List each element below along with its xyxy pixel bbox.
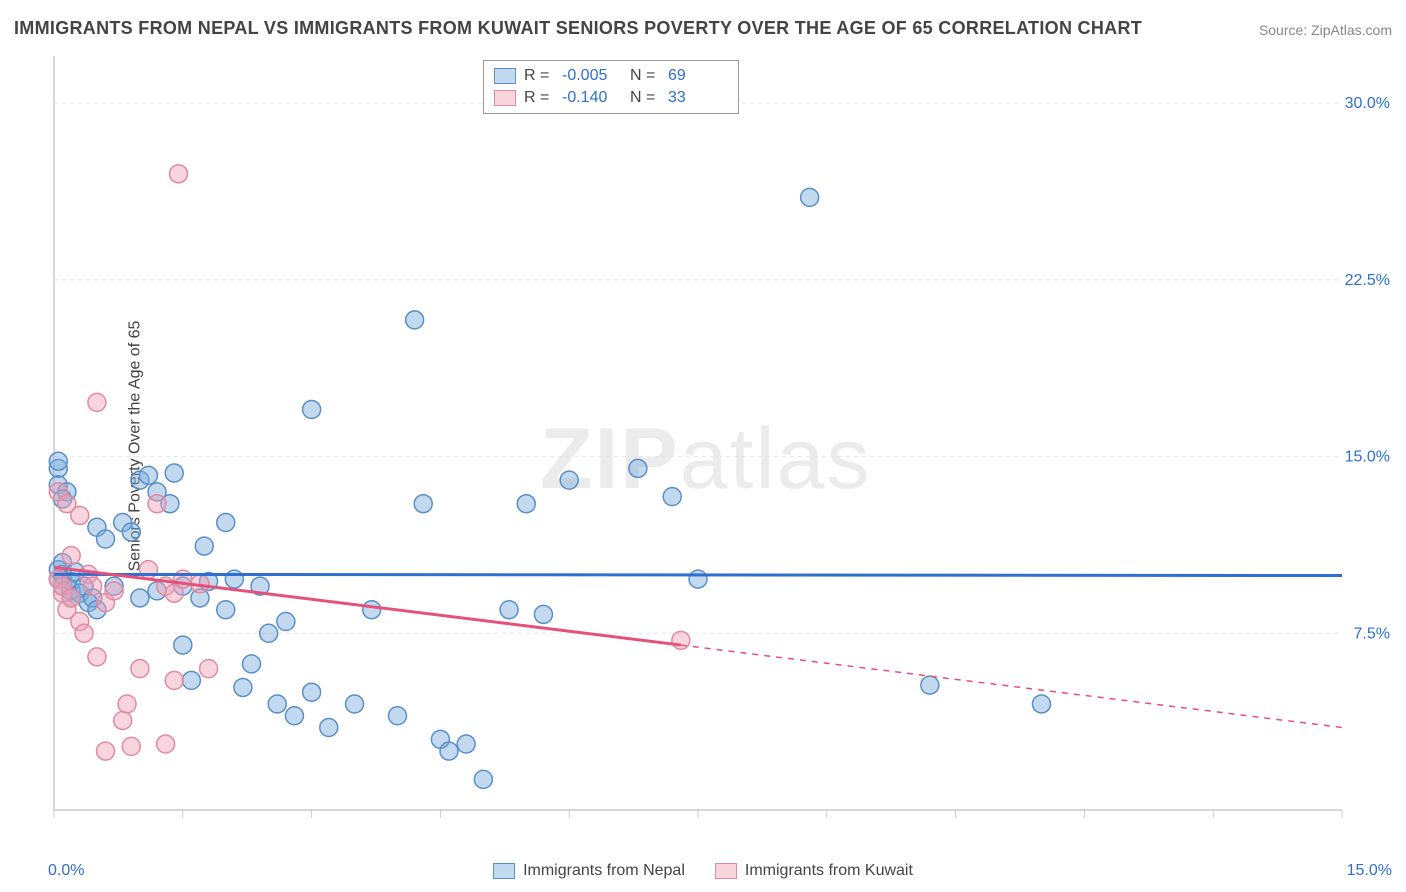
legend-item-nepal: Immigrants from Nepal: [493, 862, 685, 880]
svg-text:15.0%: 15.0%: [1345, 449, 1390, 466]
x-tick-min: 0.0%: [48, 862, 84, 880]
n-label: N =: [630, 89, 660, 107]
svg-text:30.0%: 30.0%: [1345, 95, 1390, 112]
x-tick-max: 15.0%: [1347, 862, 1392, 880]
correlation-chart: 7.5% 15.0% 22.5% 30.0%: [48, 50, 1392, 840]
legend-item-kuwait: Immigrants from Kuwait: [715, 862, 913, 880]
legend-bottom: Immigrants from Nepal Immigrants from Ku…: [493, 862, 913, 880]
swatch-pink-icon: [494, 90, 516, 106]
legend-top: R = -0.005 N = 69 R = -0.140 N = 33: [483, 60, 739, 114]
swatch-blue-icon: [493, 863, 515, 879]
r-label: R =: [524, 67, 554, 85]
legend-label-nepal: Immigrants from Nepal: [523, 862, 685, 880]
n-label: N =: [630, 67, 660, 85]
legend-row-nepal: R = -0.005 N = 69: [494, 65, 728, 87]
n-value-nepal: 69: [668, 67, 728, 85]
swatch-pink-icon: [715, 863, 737, 879]
r-value-nepal: -0.005: [562, 67, 622, 85]
swatch-blue-icon: [494, 68, 516, 84]
svg-text:22.5%: 22.5%: [1345, 272, 1390, 289]
n-value-kuwait: 33: [668, 89, 728, 107]
source-attribution: Source: ZipAtlas.com: [1259, 22, 1392, 38]
legend-label-kuwait: Immigrants from Kuwait: [745, 862, 913, 880]
svg-text:7.5%: 7.5%: [1354, 625, 1390, 642]
r-value-kuwait: -0.140: [562, 89, 622, 107]
chart-title: IMMIGRANTS FROM NEPAL VS IMMIGRANTS FROM…: [14, 18, 1142, 39]
legend-row-kuwait: R = -0.140 N = 33: [494, 87, 728, 109]
r-label: R =: [524, 89, 554, 107]
